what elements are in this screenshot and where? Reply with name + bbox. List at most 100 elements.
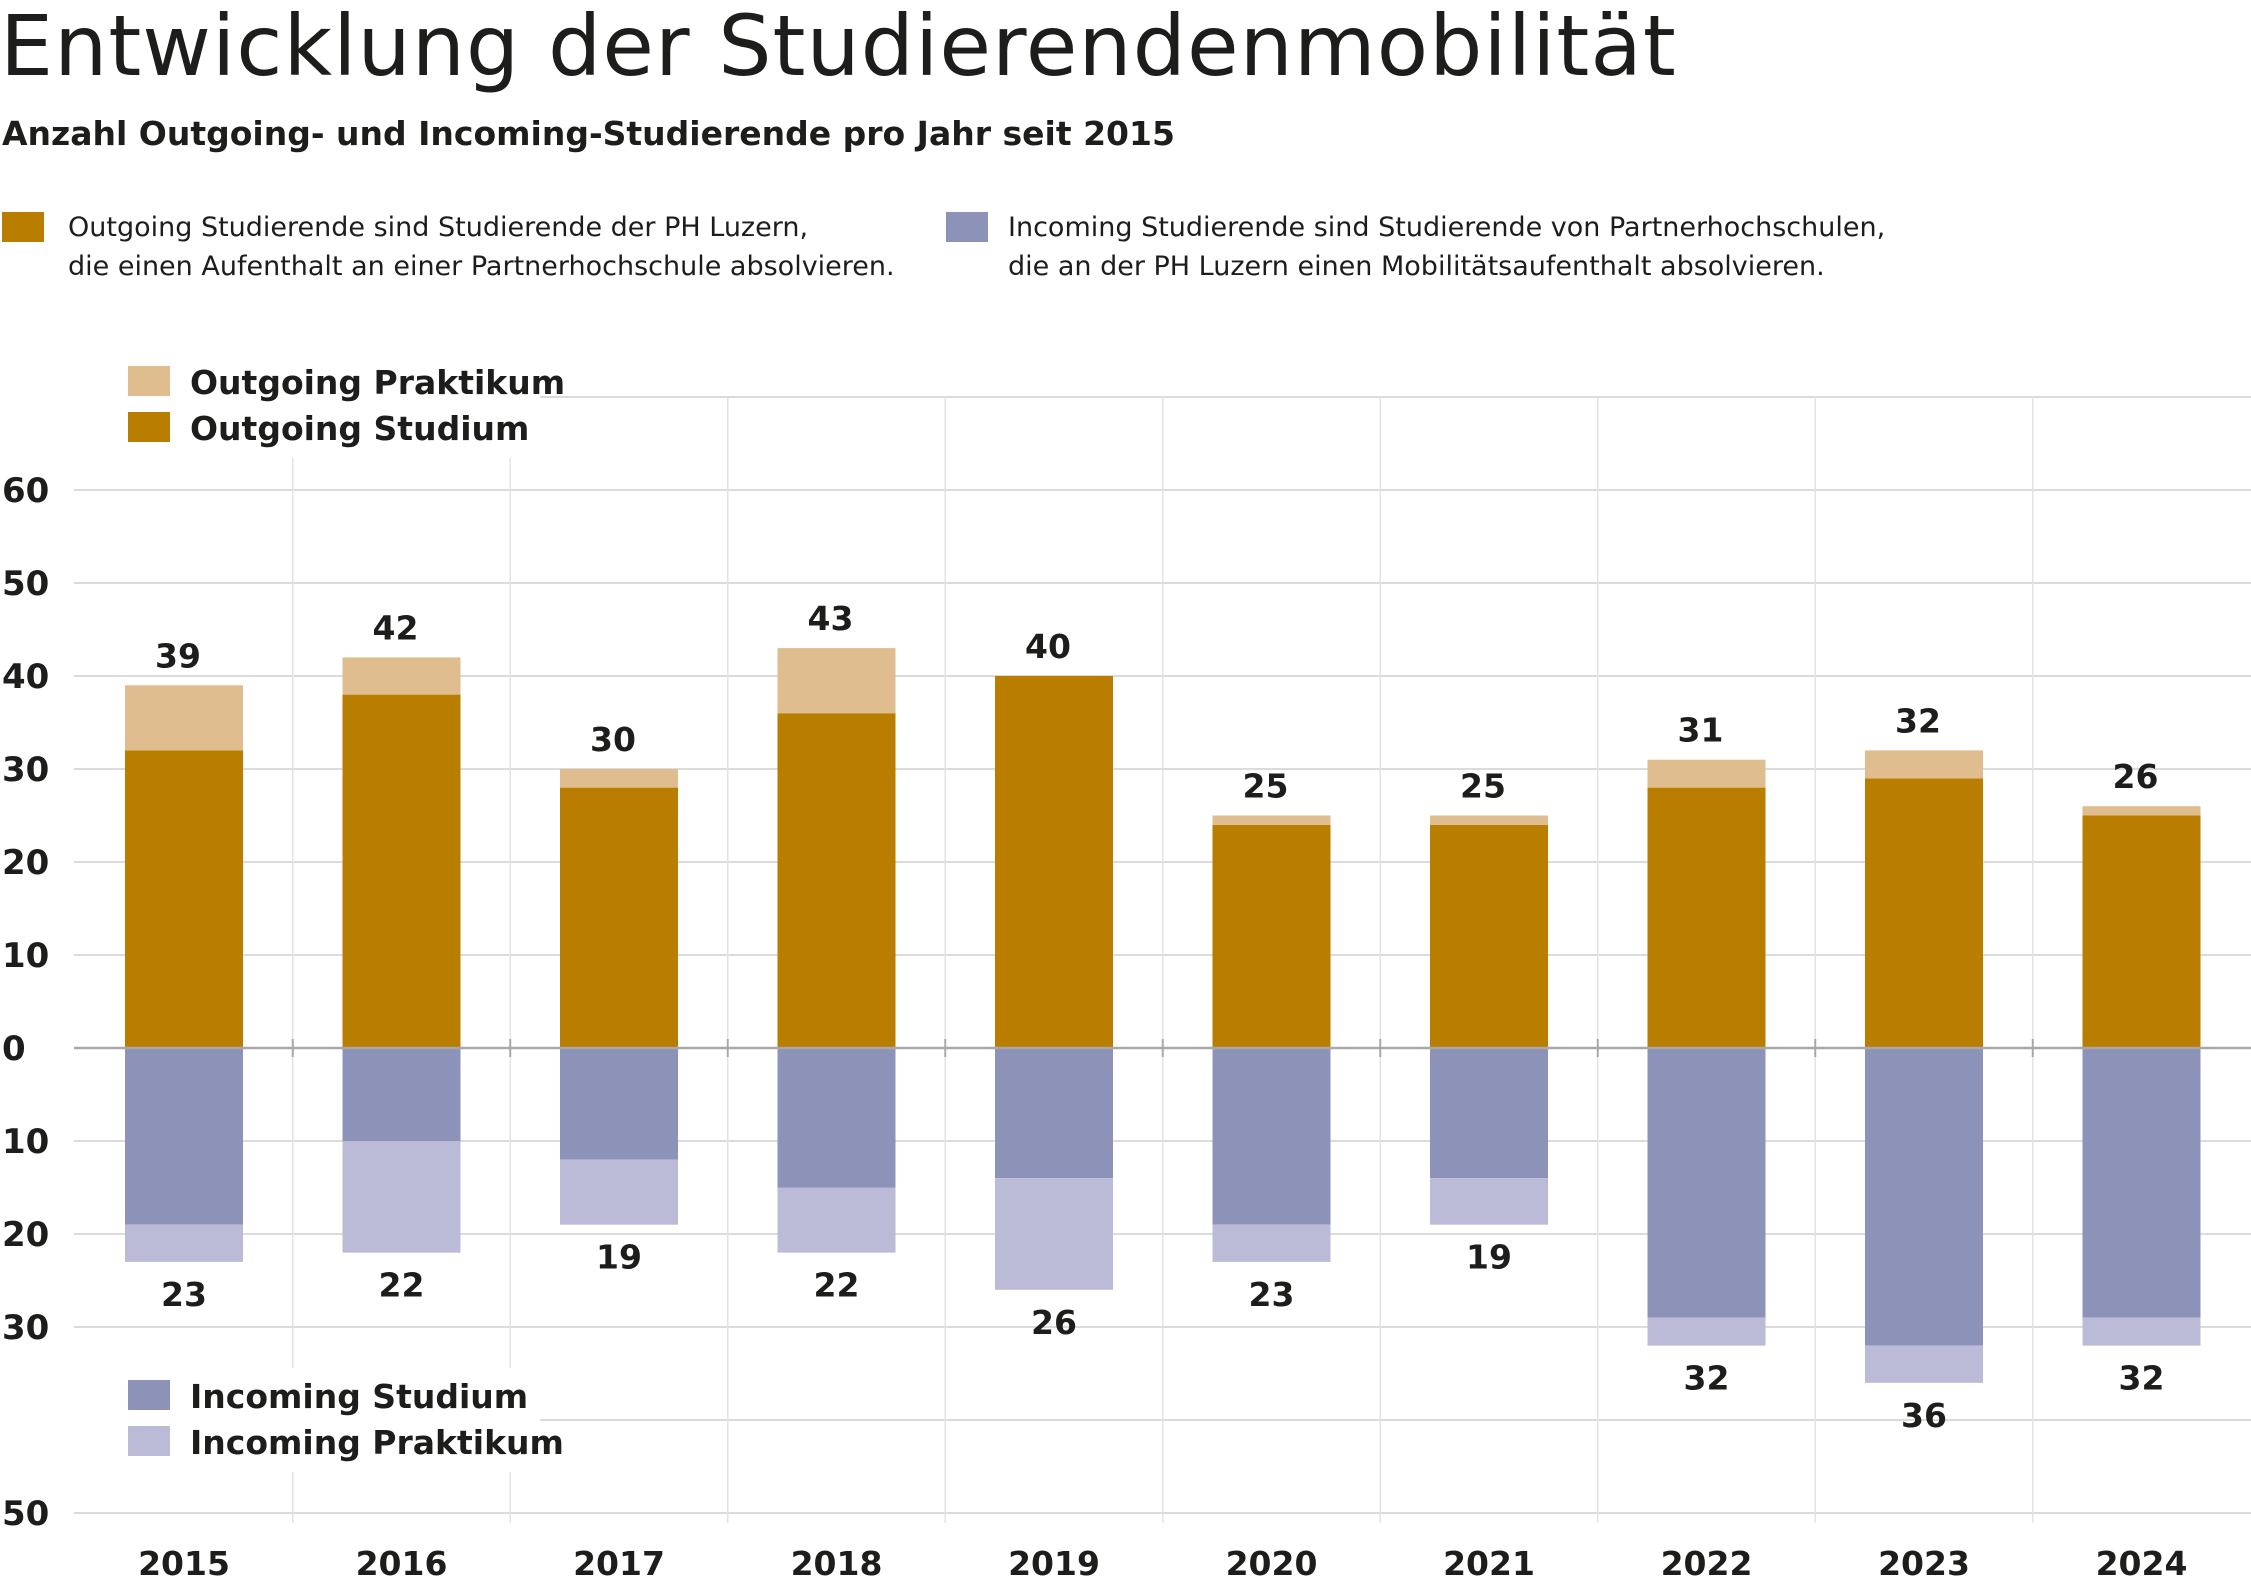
x-category-label: 2024 [2096,1544,2188,1583]
bar-incoming-praktikum [2082,1317,2201,1346]
incoming-total-label: 19 [1466,1238,1512,1277]
legend-swatch [128,1380,170,1410]
bar-outgoing-studium [995,676,1113,1048]
bar-outgoing-studium [1430,824,1548,1048]
bar-incoming-studium [125,1048,243,1225]
incoming-total-label: 32 [2119,1359,2165,1398]
legend-background [0,1368,540,1472]
incoming-definition-line2: die an der PH Luzern einen Mobilitätsauf… [1008,251,1825,282]
x-category-label: 2018 [791,1544,883,1583]
y-tick-label: 20 [2,1215,49,1255]
bar-outgoing-praktikum [777,648,896,714]
y-tick-label: 50 [2,564,49,604]
chart-axis: 7060504030201001020304050 [2,378,2251,1534]
bar-outgoing-studium [125,750,243,1048]
bar-incoming-studium [995,1048,1113,1179]
bar-incoming-praktikum [342,1141,461,1253]
bar-incoming-studium [777,1048,896,1188]
bar-outgoing-studium [777,713,896,1048]
incoming-definition: Incoming Studierende sind Studierende vo… [1008,208,1885,286]
bar-incoming-praktikum [1865,1345,1983,1383]
chart-bars [125,648,2201,1383]
bar-outgoing-praktikum [125,685,243,751]
bar-outgoing-studium [1647,787,1766,1048]
bar-incoming-studium [1212,1048,1331,1225]
outgoing-total-label: 31 [1678,711,1724,750]
bar-outgoing-praktikum [1430,815,1548,825]
incoming-total-label: 32 [1684,1359,1730,1398]
legend-label: Outgoing Studium [190,409,529,448]
chart-legend: Outgoing Praktikum Outgoing Studium Incomi… [0,354,565,1472]
bar-outgoing-praktikum [560,769,678,788]
outgoing-definition-swatch [2,212,44,242]
incoming-total-label: 23 [1249,1275,1295,1314]
incoming-total-label: 23 [161,1275,207,1314]
y-tick-label: 50 [2,1494,49,1534]
bar-incoming-praktikum [1647,1317,1766,1346]
bar-incoming-studium [2082,1048,2201,1318]
y-tick-label: 10 [2,936,49,976]
page-subtitle: Anzahl Outgoing- und Incoming-Studierend… [2,114,1175,153]
outgoing-total-label: 42 [373,608,419,647]
outgoing-total-label: 25 [1243,767,1289,806]
bar-incoming-studium [1865,1048,1983,1346]
incoming-total-label: 36 [1901,1396,1947,1435]
incoming-total-label: 26 [1031,1303,1077,1342]
y-tick-label: 40 [2,657,49,697]
legend-background [0,354,540,458]
outgoing-total-label: 26 [2113,757,2159,796]
x-category-label: 2022 [1661,1544,1753,1583]
y-tick-label: 10 [2,1122,49,1162]
legend-label: Outgoing Praktikum [190,363,565,402]
bar-incoming-praktikum [995,1178,1113,1290]
bar-incoming-praktikum [560,1159,678,1225]
bar-outgoing-praktikum [2082,806,2201,816]
x-category-label: 2016 [356,1544,448,1583]
bar-outgoing-studium [1865,778,1983,1048]
bar-outgoing-studium [2082,815,2201,1048]
x-category-label: 2020 [1226,1544,1318,1583]
bar-incoming-studium [1430,1048,1548,1179]
bar-incoming-studium [560,1048,678,1160]
legend-swatch [128,412,170,442]
bar-outgoing-praktikum [342,657,461,695]
bar-incoming-studium [342,1048,461,1141]
x-category-label: 2019 [1008,1544,1100,1583]
bar-incoming-praktikum [777,1187,896,1253]
bar-outgoing-studium [1212,824,1331,1048]
incoming-definition-line1: Incoming Studierende sind Studierende vo… [1008,212,1886,243]
legend-swatch [128,1426,170,1456]
incoming-definition-swatch [946,212,988,242]
legend-label: Incoming Praktikum [190,1423,564,1462]
y-tick-label: 30 [2,1308,49,1348]
legend-label: Incoming Studium [190,1377,528,1416]
y-tick-label: 30 [2,750,49,790]
bar-outgoing-studium [560,787,678,1048]
outgoing-total-label: 40 [1025,627,1071,666]
bar-incoming-praktikum [1212,1224,1331,1262]
bar-outgoing-praktikum [1647,759,1766,788]
incoming-total-label: 22 [814,1266,860,1305]
x-category-label: 2015 [138,1544,230,1583]
page-title: Entwicklung der Studierendenmobilität [0,0,1677,95]
y-tick-label: 0 [2,1029,26,1069]
bar-incoming-praktikum [125,1224,243,1262]
outgoing-definition-line2: die einen Aufenthalt an einer Partnerhoc… [68,251,895,282]
outgoing-total-label: 39 [155,636,201,675]
bar-outgoing-studium [342,694,461,1048]
y-tick-label: 20 [2,843,49,883]
x-category-label: 2023 [1878,1544,1970,1583]
bar-outgoing-praktikum [1865,750,1983,779]
y-tick-label: 60 [2,471,49,511]
outgoing-total-label: 25 [1460,767,1506,806]
outgoing-definition-line1: Outgoing Studierende sind Studierende de… [68,212,809,243]
x-category-label: 2021 [1443,1544,1535,1583]
outgoing-total-label: 32 [1895,701,1941,740]
chart-labels: 39 23 2015 42 22 2016 30 19 2017 43 22 2018 40 26 2019… [138,599,2187,1583]
incoming-total-label: 19 [596,1238,642,1277]
outgoing-definition: Outgoing Studierende sind Studierende de… [68,208,895,286]
bar-incoming-praktikum [1430,1178,1548,1225]
bar-outgoing-praktikum [1212,815,1331,825]
outgoing-total-label: 30 [590,720,636,759]
